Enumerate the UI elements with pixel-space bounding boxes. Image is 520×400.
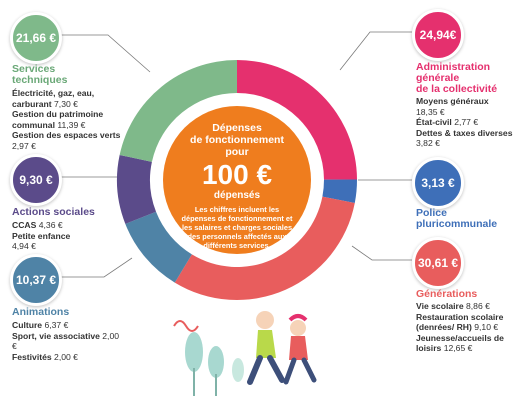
center-title-line-2: de fonctionnement (190, 134, 284, 146)
list-administration: Moyens généraux 18,35 € État-civil 2,77 €… (416, 96, 513, 148)
title-actions-sociales: Actions sociales (12, 206, 95, 218)
list-animations: Culture 6,37 € Sport, vie associative 2,… (12, 320, 120, 362)
center-spent-label: dépensés (213, 190, 261, 201)
list-actions-sociales: CCAS 4,36 € Petite enfance 4,94 € (12, 220, 71, 251)
runner-woman (290, 320, 306, 336)
title-animations: Animations (12, 306, 70, 318)
connector-line-4 (339, 31, 412, 71)
center-title-line-3: pour (225, 146, 249, 158)
title-services-techniques: Services techniques (12, 63, 68, 86)
tree-illustration (185, 332, 203, 372)
bubble-generations: 30,61 € (412, 237, 464, 289)
tree-illustration (232, 358, 244, 382)
list-generations: Vie scolaire 8,86 € Restauration scolair… (416, 301, 504, 353)
slice-1 (237, 60, 357, 180)
connector-line-6 (351, 245, 412, 261)
slice-3 (174, 196, 355, 300)
bubble-actions-sociales: 9,30 € (10, 154, 62, 206)
center-circle: Dépenses de fonctionnement pour 100 € dé… (163, 106, 311, 254)
title-administration: Administration générale de la collectivi… (416, 61, 498, 95)
center-title-line-1: Dépenses (212, 122, 262, 134)
bubble-services-techniques: 21,66 € (10, 12, 62, 64)
list-services-techniques: Électricité, gaz, eau, carburant 7,30 € … (12, 88, 121, 151)
center-amount: 100 € (201, 159, 273, 190)
connector-line-1 (56, 34, 151, 73)
slice-4 (125, 211, 192, 283)
center-description: Les chiffres incluent les dépenses de fo… (181, 205, 293, 250)
connector-line-3 (56, 257, 133, 278)
slice-6 (119, 60, 237, 162)
title-police: Police pluricommunale (416, 207, 498, 230)
runner-man (256, 311, 274, 329)
runners-illustration (173, 311, 317, 396)
slice-2 (322, 179, 358, 203)
bubble-administration: 24,94€ (412, 9, 464, 61)
tree-illustration (208, 346, 224, 378)
connector-lines (56, 31, 412, 278)
bubble-animations: 10,37 € (10, 254, 62, 306)
slice-5 (117, 154, 157, 224)
title-generations: Générations (416, 288, 478, 300)
bubble-police: 3,13 € (412, 157, 464, 209)
